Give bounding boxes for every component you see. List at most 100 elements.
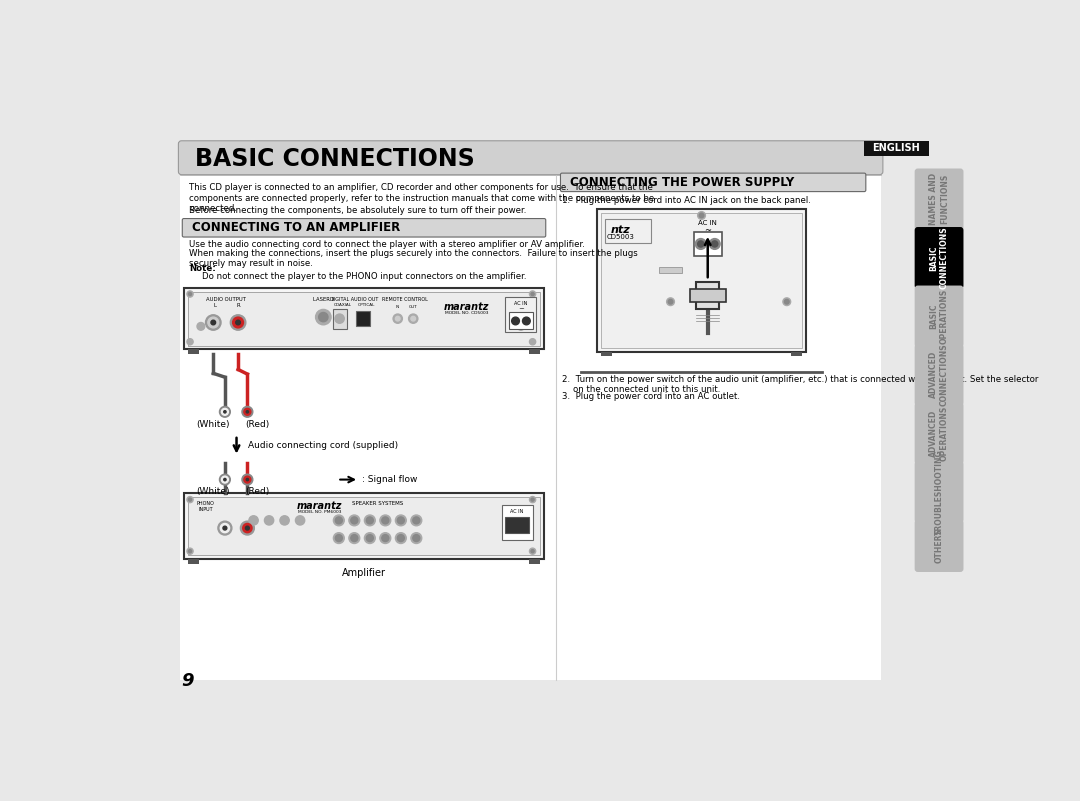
- Circle shape: [245, 526, 249, 530]
- Text: AC IN: AC IN: [699, 220, 717, 226]
- Text: OTHERS: OTHERS: [934, 529, 944, 563]
- Circle shape: [315, 309, 332, 325]
- Circle shape: [334, 533, 345, 544]
- Text: MODEL NO. PM6003: MODEL NO. PM6003: [298, 510, 341, 514]
- Circle shape: [244, 476, 251, 483]
- Circle shape: [698, 241, 704, 247]
- Circle shape: [410, 316, 416, 321]
- Text: DIGITAL AUDIO OUT: DIGITAL AUDIO OUT: [330, 297, 378, 302]
- Circle shape: [187, 291, 193, 297]
- Text: Amplifier: Amplifier: [341, 568, 386, 578]
- Bar: [659, 267, 683, 273]
- Circle shape: [222, 526, 227, 530]
- Text: (Red): (Red): [245, 420, 270, 429]
- Bar: [600, 213, 802, 348]
- Bar: [505, 517, 529, 533]
- Bar: [184, 288, 544, 349]
- Bar: [697, 283, 719, 309]
- Circle shape: [529, 291, 536, 297]
- Circle shape: [531, 549, 535, 553]
- Circle shape: [265, 516, 273, 525]
- FancyBboxPatch shape: [561, 173, 866, 191]
- Circle shape: [710, 239, 720, 249]
- Text: (White): (White): [197, 487, 230, 497]
- Bar: [597, 209, 806, 352]
- Circle shape: [230, 315, 246, 330]
- Bar: [188, 349, 200, 354]
- Circle shape: [187, 497, 193, 503]
- Circle shape: [220, 524, 230, 533]
- FancyBboxPatch shape: [178, 141, 882, 175]
- Circle shape: [517, 323, 525, 330]
- Text: NAMES AND
FUNCTIONS: NAMES AND FUNCTIONS: [930, 173, 948, 225]
- Text: LASER II: LASER II: [312, 297, 334, 302]
- Text: 9: 9: [181, 672, 194, 690]
- Circle shape: [244, 409, 251, 415]
- Circle shape: [408, 314, 418, 324]
- Circle shape: [395, 316, 400, 321]
- Text: marantz: marantz: [297, 501, 342, 511]
- Bar: [693, 232, 721, 256]
- Circle shape: [666, 298, 674, 305]
- Circle shape: [382, 534, 389, 541]
- Circle shape: [189, 292, 191, 296]
- Circle shape: [335, 314, 345, 324]
- Circle shape: [529, 548, 536, 554]
- Circle shape: [531, 498, 535, 501]
- Circle shape: [242, 474, 253, 485]
- Circle shape: [351, 534, 357, 541]
- FancyBboxPatch shape: [915, 227, 963, 288]
- FancyBboxPatch shape: [915, 168, 963, 230]
- Text: R: R: [237, 304, 240, 308]
- Circle shape: [207, 317, 218, 328]
- Circle shape: [205, 315, 221, 330]
- Text: BASIC
OPERATIONS: BASIC OPERATIONS: [930, 288, 948, 344]
- Circle shape: [712, 241, 718, 247]
- Circle shape: [187, 548, 193, 554]
- FancyBboxPatch shape: [915, 403, 963, 465]
- Text: IN: IN: [395, 305, 400, 309]
- Bar: [529, 559, 540, 564]
- Circle shape: [241, 521, 255, 535]
- Bar: [180, 141, 881, 680]
- Text: AC IN: AC IN: [511, 509, 524, 513]
- Bar: [356, 311, 369, 326]
- Circle shape: [393, 314, 403, 324]
- Circle shape: [413, 517, 420, 524]
- Text: ~: ~: [704, 226, 712, 235]
- Circle shape: [296, 516, 305, 525]
- Text: REMOTE CONTROL: REMOTE CONTROL: [381, 297, 428, 302]
- Circle shape: [319, 312, 328, 322]
- Circle shape: [512, 317, 519, 325]
- Circle shape: [280, 516, 289, 525]
- Circle shape: [349, 515, 360, 525]
- Text: ~: ~: [518, 306, 524, 312]
- Circle shape: [335, 534, 342, 541]
- Text: Note:: Note:: [189, 264, 216, 273]
- Text: This CD player is connected to an amplifier, CD recorder and other components fo: This CD player is connected to an amplif…: [189, 183, 654, 213]
- Bar: [333, 309, 347, 328]
- Circle shape: [248, 516, 258, 525]
- Circle shape: [669, 300, 673, 304]
- Circle shape: [783, 298, 791, 305]
- Circle shape: [243, 524, 252, 533]
- Text: ADVANCED
OPERATIONS: ADVANCED OPERATIONS: [930, 406, 948, 461]
- FancyBboxPatch shape: [915, 344, 963, 405]
- Circle shape: [784, 300, 789, 304]
- Circle shape: [224, 478, 226, 481]
- Circle shape: [364, 515, 375, 525]
- FancyBboxPatch shape: [915, 461, 963, 523]
- Circle shape: [366, 517, 374, 524]
- FancyBboxPatch shape: [183, 219, 545, 237]
- Text: CONNECTING THE POWER SUPPLY: CONNECTING THE POWER SUPPLY: [570, 176, 794, 189]
- Circle shape: [218, 521, 232, 535]
- Circle shape: [335, 517, 342, 524]
- Text: Before connecting the components, be absolutely sure to turn off their power.: Before connecting the components, be abs…: [189, 206, 527, 215]
- Circle shape: [410, 515, 422, 525]
- Text: (Red): (Red): [245, 487, 270, 497]
- Circle shape: [364, 533, 375, 544]
- Circle shape: [221, 476, 228, 483]
- FancyBboxPatch shape: [915, 285, 963, 347]
- Text: ntz: ntz: [611, 225, 631, 235]
- Text: SPEAKER SYSTEMS: SPEAKER SYSTEMS: [352, 501, 403, 506]
